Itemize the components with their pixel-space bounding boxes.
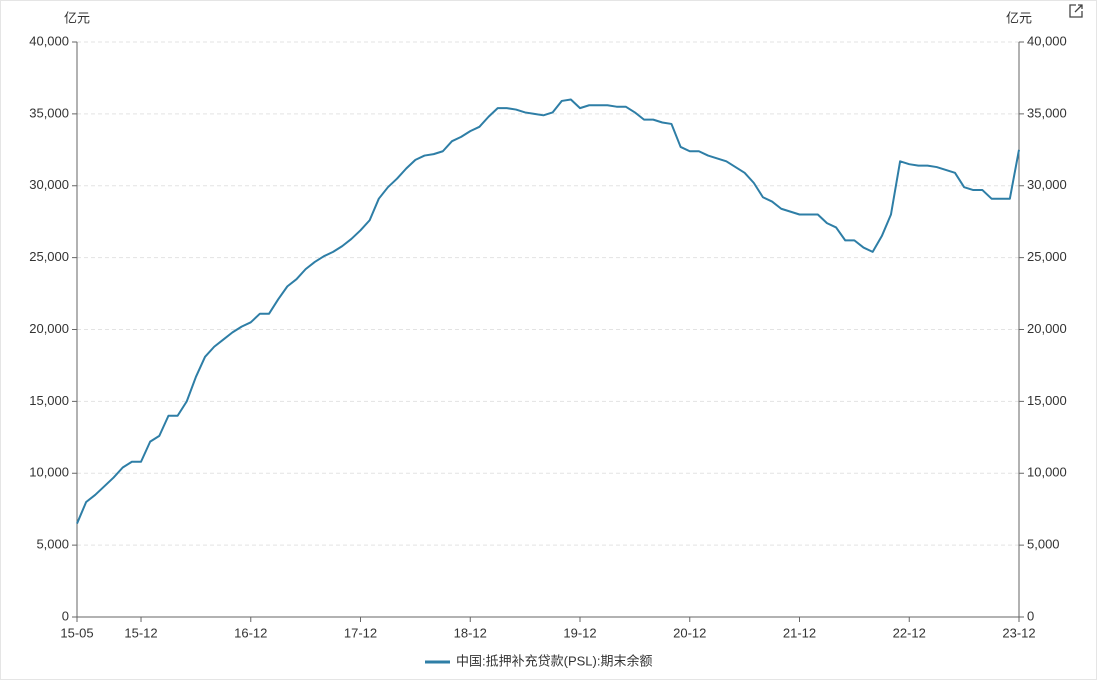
y-tick-label: 30,000 [29,177,69,192]
y-tick-label: 10,000 [29,465,69,480]
y2-tick-label: 10,000 [1027,465,1067,480]
x-tick-label: 20-12 [673,625,706,640]
expand-icon[interactable] [1069,4,1083,18]
x-tick-label: 21-12 [783,625,816,640]
x-tick-label: 19-12 [563,625,596,640]
y2-unit: 亿元 [1006,10,1032,25]
y2-tick-label: 0 [1027,608,1034,623]
y2-tick-label: 40,000 [1027,33,1067,48]
x-tick-label: 15-05 [60,625,93,640]
expand-arrow[interactable] [1074,4,1083,13]
y-tick-label: 25,000 [29,249,69,264]
y2-tick-label: 20,000 [1027,321,1067,336]
y-tick-label: 0 [62,608,69,623]
y-tick-label: 40,000 [29,33,69,48]
y2-tick-label: 35,000 [1027,105,1067,120]
x-tick-label: 22-12 [893,625,926,640]
x-tick-label: 17-12 [344,625,377,640]
x-tick-label: 16-12 [234,625,267,640]
y-tick-label: 15,000 [29,393,69,408]
legend-label: 中国:抵押补充贷款(PSL):期末余额 [456,653,652,668]
y2-tick-label: 25,000 [1027,249,1067,264]
y2-tick-label: 30,000 [1027,177,1067,192]
y2-tick-label: 5,000 [1027,537,1060,552]
x-tick-label: 23-12 [1002,625,1035,640]
y-tick-label: 5,000 [36,537,69,552]
y-tick-label: 35,000 [29,105,69,120]
series-line [76,98,1020,524]
y2-tick-label: 15,000 [1027,393,1067,408]
y-tick-label: 20,000 [29,321,69,336]
y-unit: 亿元 [64,10,90,25]
expand-box[interactable] [1069,4,1083,18]
x-tick-label: 18-12 [454,625,487,640]
x-tick-label: 15-12 [124,625,157,640]
